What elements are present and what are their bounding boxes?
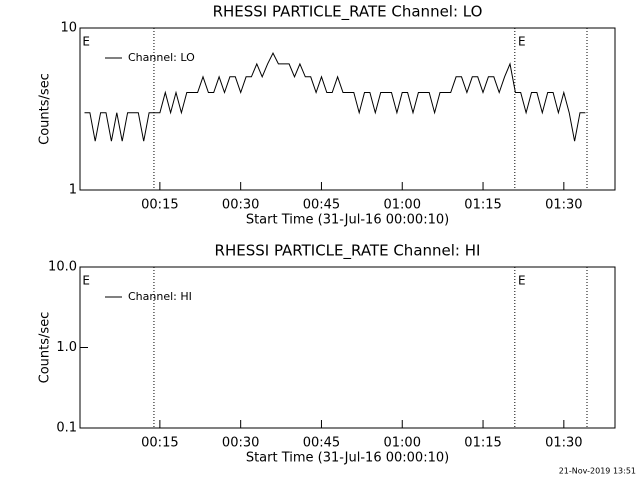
chart-title: RHESSI PARTICLE_RATE Channel: HI: [215, 242, 481, 261]
y-tick-label: 10.0: [48, 260, 77, 275]
y-tick-label: 1: [69, 183, 77, 198]
x-axis-label: Start Time (31-Jul-16 00:00:10): [246, 213, 449, 228]
x-tick-label: 00:45: [303, 436, 340, 451]
y-axis-label: Counts/sec: [38, 312, 53, 384]
footer: 21-Nov-2019 13:51: [559, 467, 636, 476]
annotation: E: [518, 35, 526, 49]
x-tick-label: 00:15: [141, 198, 178, 213]
annotation: E: [82, 35, 90, 49]
x-tick-label: 01:15: [464, 436, 501, 451]
x-tick-label: 01:00: [384, 198, 421, 213]
legend-label: Channel: LO: [128, 51, 195, 64]
plot-frame: [79, 27, 616, 191]
y-axis-label: Counts/sec: [38, 73, 53, 145]
x-tick-label: 00:30: [222, 436, 259, 451]
chart-title: RHESSI PARTICLE_RATE Channel: LO: [213, 3, 483, 22]
annotation: E: [518, 274, 526, 288]
y-tick-label: 0.1: [56, 421, 77, 436]
x-tick-label: 01:00: [384, 436, 421, 451]
y-tick-label: 1.0: [56, 340, 77, 355]
annotation: E: [82, 274, 90, 288]
x-tick-label: 01:30: [545, 436, 582, 451]
x-tick-label: 00:45: [303, 198, 340, 213]
x-tick-label: 01:30: [545, 198, 582, 213]
y-tick-label: 10: [60, 21, 77, 36]
legend-label: Channel: HI: [128, 290, 192, 303]
x-tick-label: 01:15: [464, 198, 501, 213]
x-tick-label: 00:15: [141, 436, 178, 451]
x-axis-label: Start Time (31-Jul-16 00:00:10): [246, 451, 449, 466]
x-tick-label: 00:30: [222, 198, 259, 213]
data-line: [84, 51, 586, 142]
